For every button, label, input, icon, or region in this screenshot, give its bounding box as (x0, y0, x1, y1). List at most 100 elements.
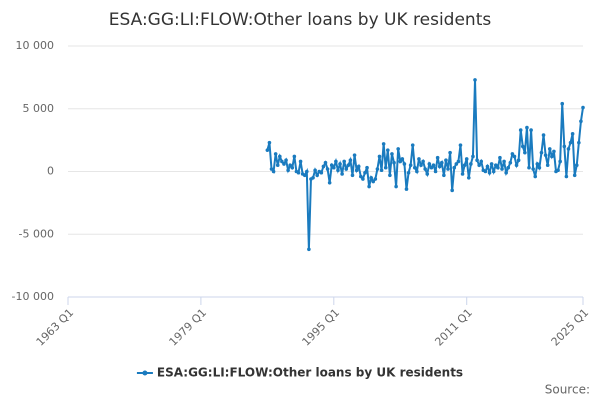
point (498, 155, 502, 160)
point (547, 147, 552, 151)
point (454, 162, 459, 166)
point (558, 159, 562, 164)
point (527, 165, 531, 170)
point (537, 165, 542, 170)
point (444, 158, 448, 163)
point (388, 173, 392, 178)
point (327, 180, 332, 185)
point (375, 167, 380, 171)
point (529, 128, 533, 132)
point (535, 162, 540, 166)
point (398, 159, 403, 164)
y-tick-label: 10 000 (16, 39, 55, 52)
point (437, 164, 442, 169)
point (271, 169, 276, 174)
point (456, 159, 461, 164)
point (332, 165, 336, 170)
point (560, 101, 565, 106)
point (520, 144, 525, 149)
point (473, 78, 477, 82)
point (392, 160, 396, 165)
point (321, 164, 326, 169)
x-tick-label: 1995 Q1 (300, 306, 343, 349)
point (359, 174, 363, 179)
point (402, 162, 407, 166)
point (545, 163, 550, 168)
point (373, 177, 378, 181)
point (502, 159, 506, 164)
point (500, 167, 504, 171)
point (292, 154, 297, 159)
point (278, 154, 282, 159)
point (539, 150, 544, 155)
point (579, 119, 583, 124)
point (336, 168, 340, 173)
point (325, 167, 330, 171)
point (406, 170, 411, 175)
point (377, 154, 382, 159)
point (305, 169, 309, 174)
point (365, 165, 369, 170)
point (512, 154, 517, 159)
point (419, 163, 423, 168)
point (356, 164, 361, 169)
point (307, 247, 311, 252)
point (475, 158, 479, 163)
point (568, 140, 573, 145)
point (464, 157, 469, 161)
point (319, 170, 324, 175)
point (288, 163, 292, 168)
point (525, 125, 529, 130)
point (284, 158, 288, 163)
point (367, 184, 371, 189)
point (448, 150, 452, 155)
point (421, 159, 425, 164)
point (415, 169, 419, 174)
point (508, 160, 513, 165)
point (574, 163, 579, 168)
point (267, 140, 272, 145)
point (425, 172, 430, 176)
point (390, 152, 394, 156)
point (423, 167, 427, 171)
point (506, 165, 511, 170)
point (340, 172, 344, 176)
point (471, 154, 475, 159)
x-tick-label: 1963 Q1 (34, 306, 77, 349)
y-tick-label: 0 (47, 165, 54, 178)
point (383, 165, 388, 170)
point (496, 165, 500, 170)
point (348, 158, 353, 163)
point (431, 163, 436, 168)
point (265, 148, 270, 152)
point (483, 169, 488, 174)
point (550, 154, 554, 159)
x-tick-label: 2025 Q1 (549, 306, 592, 349)
point (564, 174, 569, 179)
legend-label: ESA:GG:LI:FLOW:Other loans by UK residen… (157, 366, 463, 380)
point (313, 168, 317, 173)
point (450, 188, 454, 193)
x-tick-label: 2011 Q1 (432, 306, 475, 349)
point (477, 163, 481, 168)
point (485, 164, 490, 169)
point (400, 157, 405, 161)
point (469, 162, 473, 166)
point (556, 168, 560, 173)
point (329, 163, 334, 168)
point (323, 160, 328, 165)
point (350, 173, 355, 178)
point (518, 128, 523, 132)
point (404, 187, 409, 191)
point (541, 133, 546, 137)
point (531, 167, 535, 171)
point (417, 157, 421, 161)
point (458, 143, 463, 147)
point (429, 165, 434, 170)
point (410, 143, 415, 147)
point (533, 174, 538, 179)
point (280, 159, 284, 164)
point (433, 169, 438, 174)
point (543, 153, 548, 157)
